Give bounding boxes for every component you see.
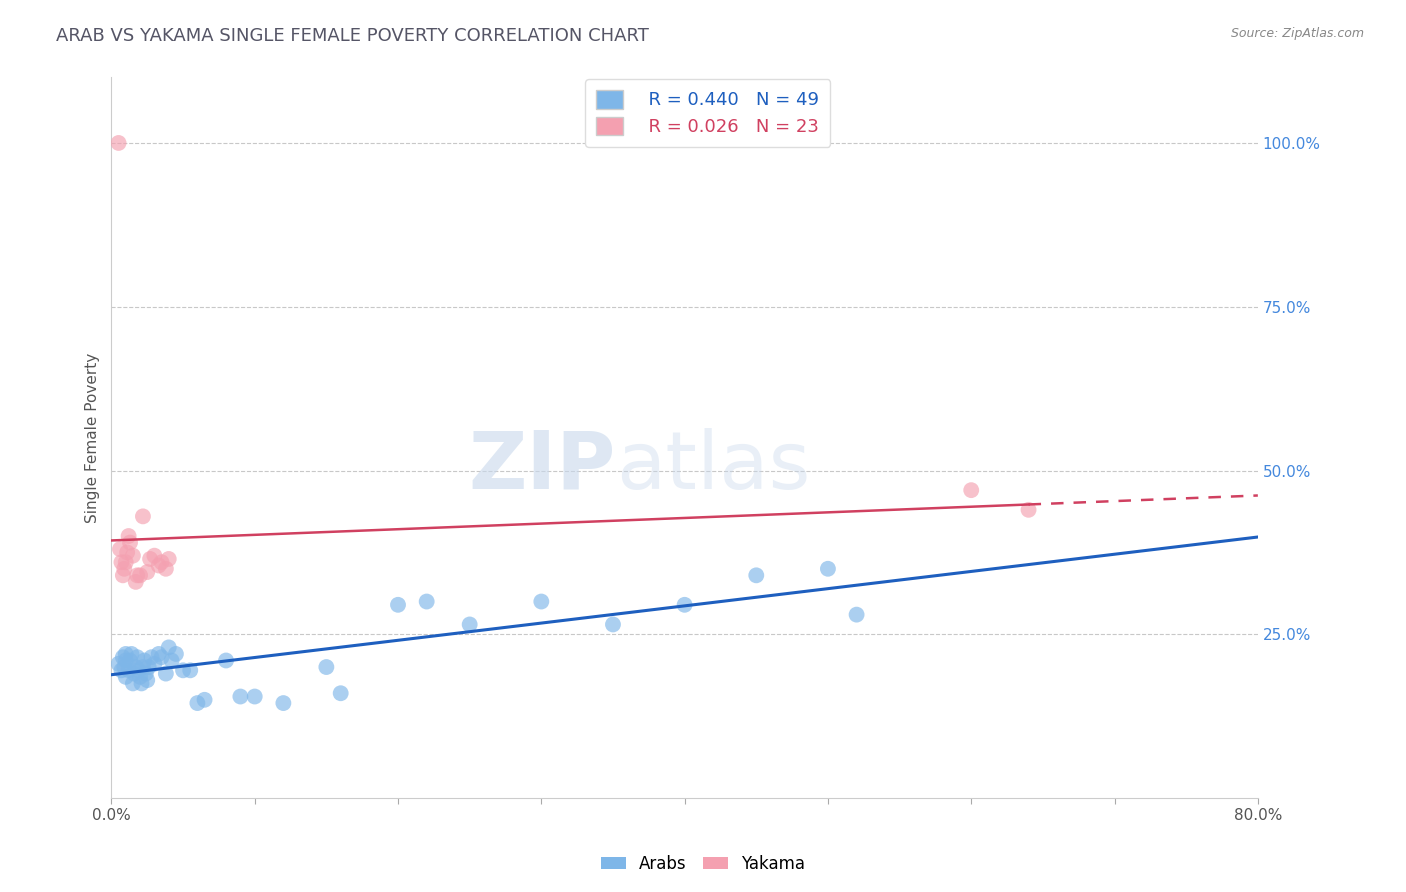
Legend: Arabs, Yakama: Arabs, Yakama <box>593 848 813 880</box>
Point <box>673 598 696 612</box>
Point <box>114 653 136 667</box>
Point <box>125 660 148 674</box>
Point <box>530 594 553 608</box>
Y-axis label: Single Female Poverty: Single Female Poverty <box>86 352 100 523</box>
Point <box>136 565 159 579</box>
Point <box>845 607 868 622</box>
Point <box>155 562 177 576</box>
Legend:   R = 0.440   N = 49,   R = 0.026   N = 23: R = 0.440 N = 49, R = 0.026 N = 23 <box>585 79 830 147</box>
Point <box>150 650 173 665</box>
Point <box>118 653 141 667</box>
Point <box>1018 503 1040 517</box>
Point <box>186 696 208 710</box>
Point <box>128 663 150 677</box>
Point <box>129 568 152 582</box>
Point <box>122 549 145 563</box>
Point <box>114 555 136 569</box>
Point <box>141 650 163 665</box>
Point <box>111 568 134 582</box>
Point <box>132 660 155 674</box>
Point <box>115 545 138 559</box>
Point <box>117 529 139 543</box>
Point <box>112 562 135 576</box>
Point <box>458 617 481 632</box>
Point <box>817 562 839 576</box>
Point <box>602 617 624 632</box>
Point <box>138 660 160 674</box>
Point <box>215 653 238 667</box>
Point <box>127 568 149 582</box>
Point <box>229 690 252 704</box>
Point <box>745 568 768 582</box>
Point <box>114 670 136 684</box>
Point <box>135 666 157 681</box>
Text: Source: ZipAtlas.com: Source: ZipAtlas.com <box>1230 27 1364 40</box>
Point <box>129 670 152 684</box>
Text: ZIP: ZIP <box>468 427 616 506</box>
Point <box>139 552 162 566</box>
Point <box>121 647 143 661</box>
Point <box>315 660 337 674</box>
Point <box>165 647 187 661</box>
Point <box>107 657 129 671</box>
Point <box>960 483 983 498</box>
Point <box>143 657 166 671</box>
Point <box>117 663 139 677</box>
Point <box>110 663 132 677</box>
Point <box>136 673 159 687</box>
Text: ARAB VS YAKAMA SINGLE FEMALE POVERTY CORRELATION CHART: ARAB VS YAKAMA SINGLE FEMALE POVERTY COR… <box>56 27 650 45</box>
Point <box>160 653 183 667</box>
Point <box>114 647 136 661</box>
Point <box>243 690 266 704</box>
Point <box>132 509 155 524</box>
Point <box>134 653 156 667</box>
Point <box>172 663 194 677</box>
Point <box>329 686 352 700</box>
Point <box>110 555 132 569</box>
Point <box>148 647 170 661</box>
Point <box>143 549 166 563</box>
Point <box>124 666 146 681</box>
Point <box>112 660 135 674</box>
Text: atlas: atlas <box>616 427 810 506</box>
Point <box>108 542 131 557</box>
Point <box>387 598 409 612</box>
Point <box>193 693 215 707</box>
Point <box>155 666 177 681</box>
Point <box>157 552 180 566</box>
Point <box>125 574 148 589</box>
Point <box>118 535 141 549</box>
Point <box>127 650 149 665</box>
Point <box>111 650 134 665</box>
Point <box>179 663 201 677</box>
Point <box>148 558 170 573</box>
Point <box>122 676 145 690</box>
Point <box>107 136 129 150</box>
Point <box>415 594 437 608</box>
Point <box>131 676 153 690</box>
Point <box>157 640 180 655</box>
Point <box>273 696 295 710</box>
Point <box>150 555 173 569</box>
